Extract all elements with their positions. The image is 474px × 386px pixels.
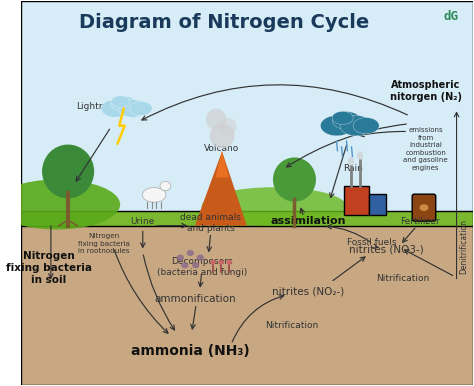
- Ellipse shape: [0, 179, 120, 230]
- Ellipse shape: [201, 187, 346, 226]
- FancyBboxPatch shape: [20, 211, 474, 226]
- Text: Nitrification: Nitrification: [265, 321, 319, 330]
- FancyBboxPatch shape: [412, 194, 436, 221]
- Ellipse shape: [142, 188, 166, 202]
- Ellipse shape: [118, 100, 146, 117]
- Text: Rain: Rain: [343, 164, 363, 173]
- Text: ammonification: ammonification: [154, 294, 236, 304]
- Text: dG: dG: [444, 10, 459, 23]
- Ellipse shape: [197, 254, 204, 261]
- Ellipse shape: [419, 204, 428, 211]
- Polygon shape: [195, 151, 247, 226]
- Ellipse shape: [210, 260, 216, 264]
- Ellipse shape: [101, 100, 129, 117]
- Text: nitrites (NO3-): nitrites (NO3-): [349, 245, 424, 255]
- FancyBboxPatch shape: [20, 222, 474, 385]
- Ellipse shape: [353, 118, 379, 134]
- Text: assimilation: assimilation: [270, 216, 346, 226]
- Ellipse shape: [219, 118, 237, 136]
- Text: Nitrogen
fixing bacteria
in soil: Nitrogen fixing bacteria in soil: [6, 251, 92, 285]
- Ellipse shape: [111, 96, 137, 112]
- Text: Diagram of Nitrogen Cycle: Diagram of Nitrogen Cycle: [79, 13, 369, 32]
- Text: dead animals
and plants: dead animals and plants: [180, 213, 241, 233]
- Text: emissions
from
industrial
combustion
and gasoline
engines: emissions from industrial combustion and…: [403, 127, 448, 171]
- FancyBboxPatch shape: [369, 194, 386, 215]
- Ellipse shape: [348, 157, 354, 166]
- Ellipse shape: [320, 115, 353, 136]
- Polygon shape: [215, 151, 229, 178]
- Text: Nitrogen
fixing bacteria
in rootnodules: Nitrogen fixing bacteria in rootnodules: [78, 233, 130, 254]
- Ellipse shape: [206, 108, 226, 130]
- Ellipse shape: [340, 115, 373, 136]
- Ellipse shape: [177, 254, 184, 261]
- Text: Urine: Urine: [131, 217, 155, 225]
- Text: Fossil fuels: Fossil fuels: [346, 238, 396, 247]
- Ellipse shape: [160, 181, 171, 191]
- Ellipse shape: [192, 262, 200, 268]
- Text: Fertilizer: Fertilizer: [400, 217, 440, 225]
- Text: ammonia (NH₃): ammonia (NH₃): [131, 344, 250, 358]
- Ellipse shape: [111, 96, 129, 107]
- Ellipse shape: [227, 260, 232, 264]
- Ellipse shape: [273, 157, 316, 201]
- Ellipse shape: [332, 111, 353, 125]
- Ellipse shape: [332, 112, 361, 129]
- FancyBboxPatch shape: [20, 1, 474, 232]
- Text: Atmospheric
nitorgen (N₂): Atmospheric nitorgen (N₂): [390, 80, 462, 102]
- Text: nitrites (NO₂-): nitrites (NO₂-): [272, 286, 344, 296]
- Ellipse shape: [129, 101, 152, 115]
- Text: Decomposers
(bacteria and fungi): Decomposers (bacteria and fungi): [156, 257, 247, 277]
- Text: Volcano: Volcano: [204, 144, 240, 153]
- Ellipse shape: [357, 151, 363, 160]
- FancyBboxPatch shape: [344, 186, 369, 215]
- Ellipse shape: [181, 262, 189, 268]
- Text: Denitrification: Denitrification: [459, 219, 468, 274]
- Text: Nitrification: Nitrification: [376, 274, 430, 283]
- Text: Lightning: Lightning: [76, 102, 119, 111]
- Ellipse shape: [210, 124, 235, 149]
- Ellipse shape: [219, 260, 224, 264]
- Ellipse shape: [42, 144, 94, 198]
- Ellipse shape: [187, 250, 194, 256]
